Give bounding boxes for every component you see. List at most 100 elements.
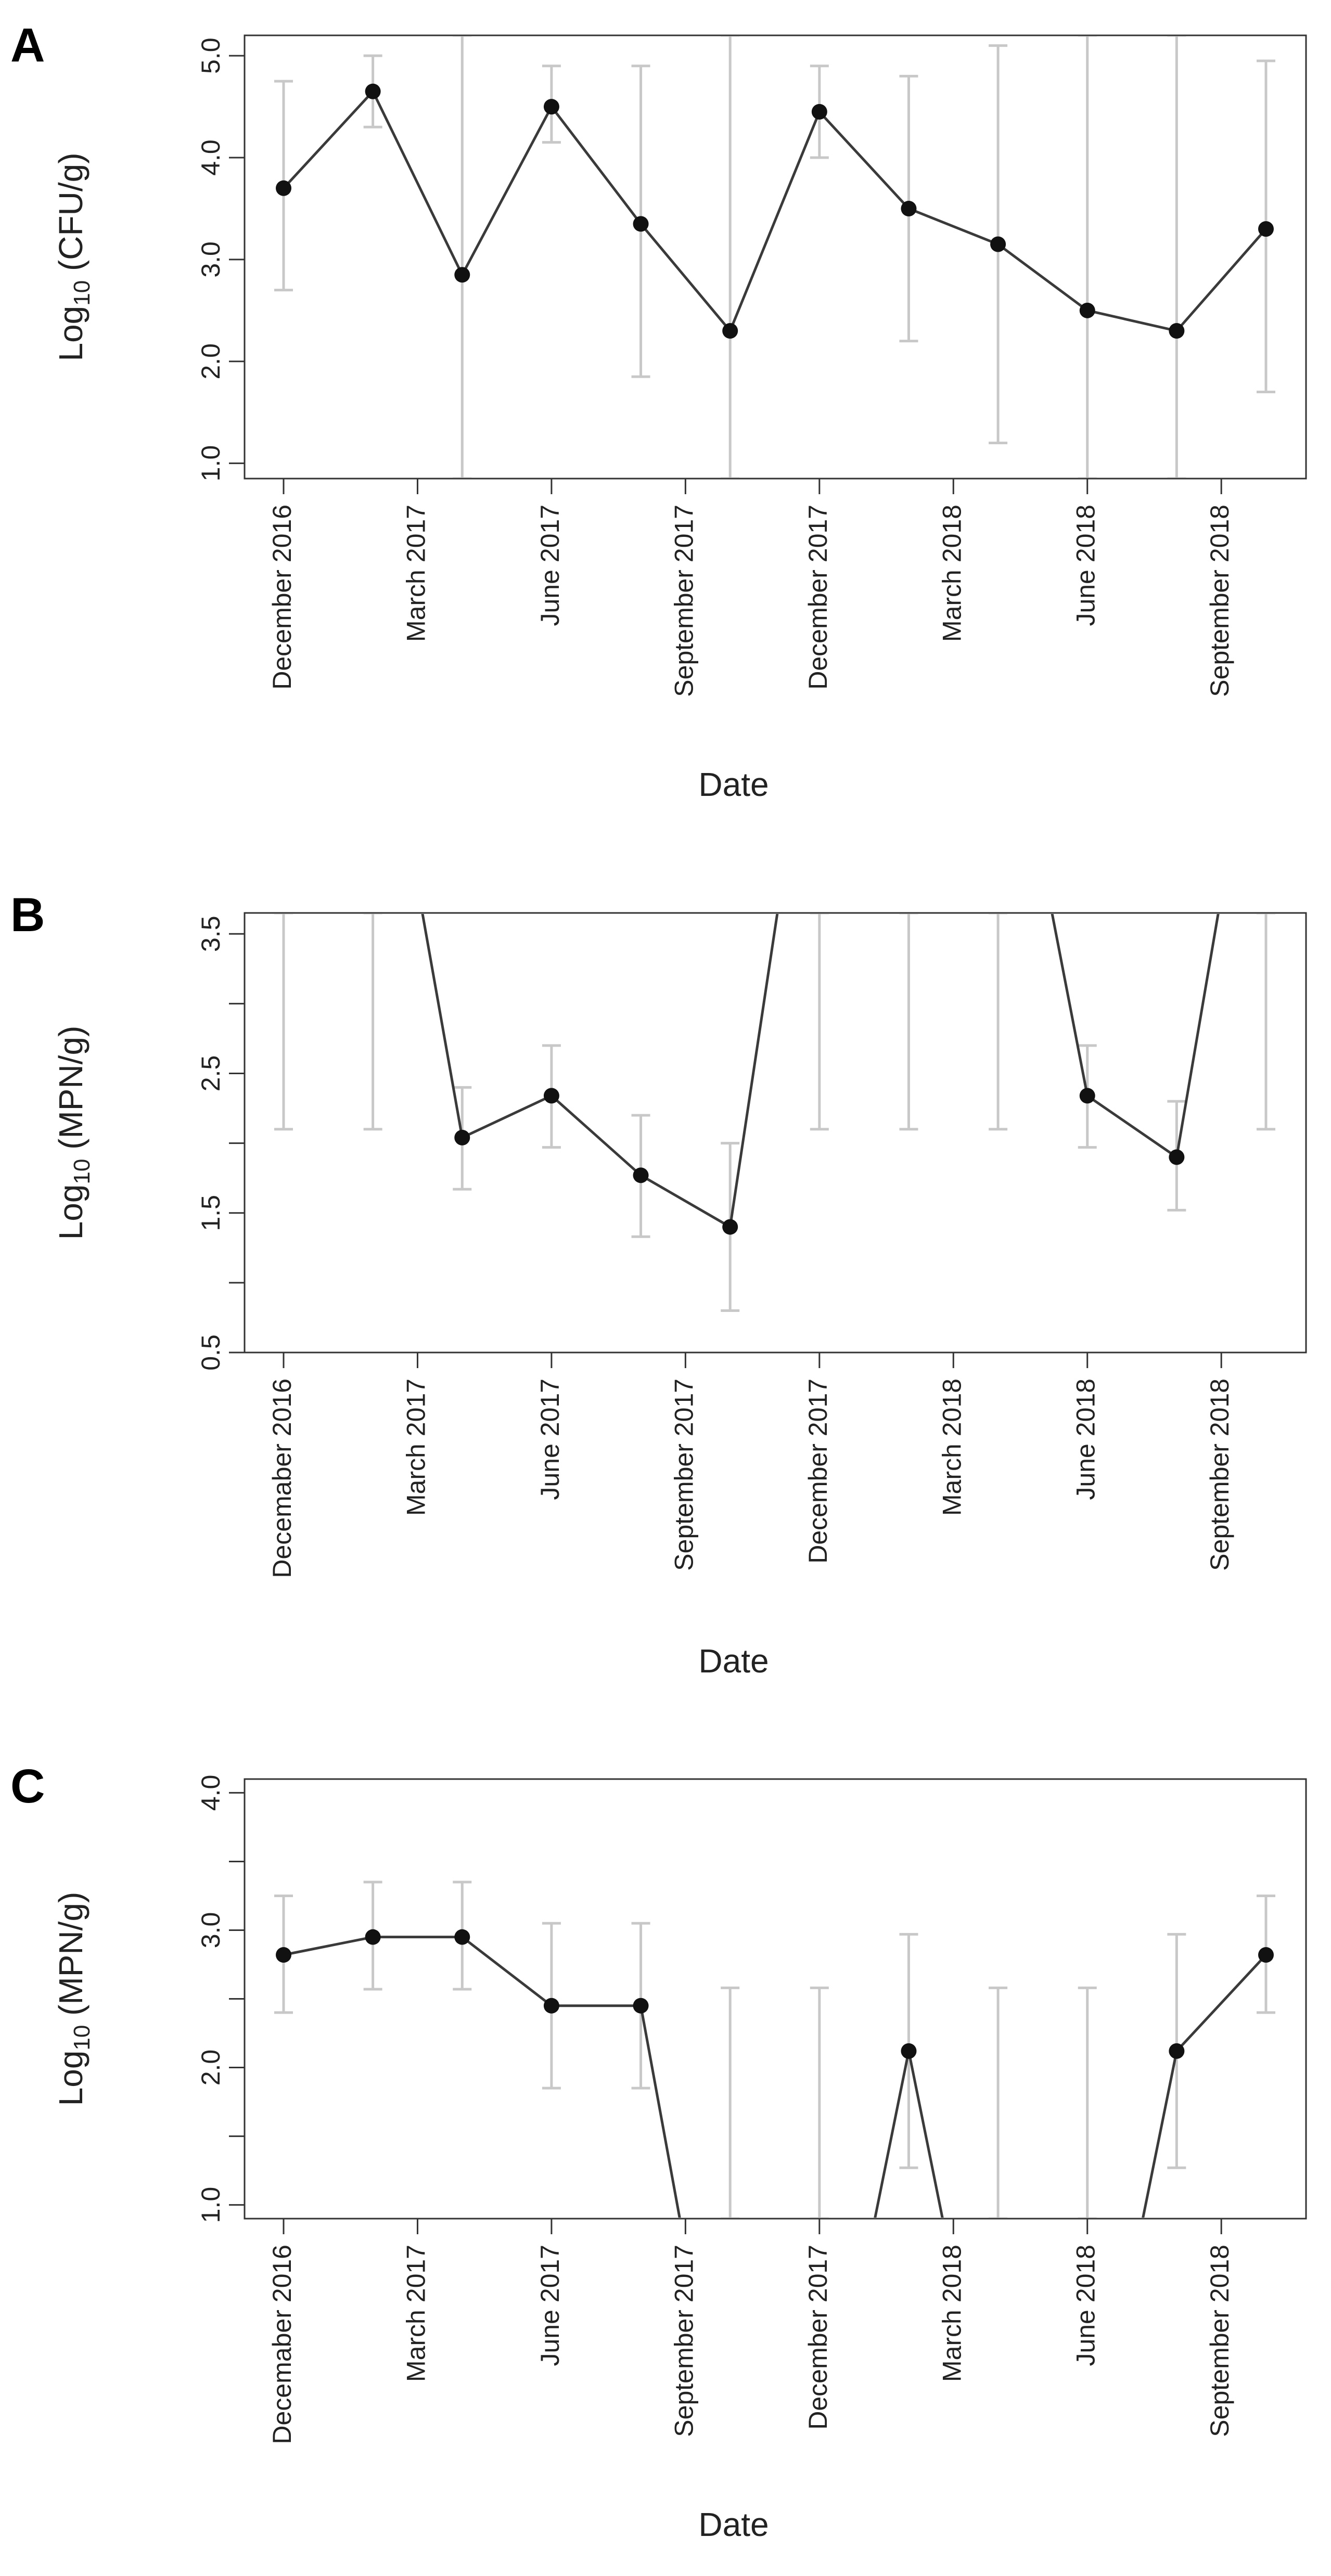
y-tick-label: 3.5 [196, 916, 225, 952]
y-axis-title: Log10 (MPN/g) [52, 1892, 95, 2106]
y-tick-label: 4.0 [196, 139, 225, 176]
series-line-segment [639, 2005, 681, 2218]
x-tick-label: March 2018 [937, 2245, 966, 2382]
y-tick-label: 1.5 [196, 1195, 225, 1231]
x-tick-label: March 2017 [401, 505, 430, 642]
x-axis-title: Date [698, 2506, 769, 2543]
panel-c: C 1.0 2.0 3.0 4.0 Decemaber 2016 March 2017 Jun… [10, 1760, 1307, 2543]
series-line-segment [1175, 1954, 1267, 2052]
series-line-segment [550, 106, 642, 225]
x-tick-label: September 2017 [669, 1379, 698, 1571]
data-point [365, 83, 381, 99]
data-point [1169, 323, 1185, 339]
plot-area [274, 36, 1275, 478]
data-point [722, 1219, 738, 1235]
data-point [990, 236, 1006, 252]
x-tick-label: Decemaber 2016 [267, 2245, 297, 2444]
y-axis-title: Log10 (MPN/g) [52, 1026, 95, 1240]
y-tick-label: 1.0 [196, 2187, 225, 2223]
x-tick-label: March 2018 [937, 505, 966, 642]
panel-label: C [10, 1760, 45, 1813]
series-line-segment [421, 914, 464, 1138]
panel-label: A [10, 19, 45, 72]
panel-b: B 0.5 1.5 2.5 3.5 Decemaber 2016 March 2017 Jun… [10, 888, 1307, 1680]
plot-frame [244, 34, 1307, 480]
y-tick-label: 0.5 [196, 1334, 225, 1371]
series-line-segment [283, 1936, 374, 1956]
series-line-segment [907, 2051, 944, 2218]
series-line-segment [908, 207, 999, 246]
data-point [1079, 1088, 1095, 1104]
series-line-segment [818, 111, 910, 210]
series-line-segment [1087, 309, 1177, 332]
data-point [633, 1167, 649, 1183]
x-tick-label: June 2018 [1071, 2245, 1100, 2366]
data-point [365, 1929, 381, 1945]
plot-frame [244, 912, 1307, 1354]
data-point [1258, 221, 1274, 237]
y-tick-label: 2.0 [196, 2050, 225, 2086]
y-tick-label: 2.0 [196, 343, 225, 380]
x-tick-label: June 2017 [535, 505, 565, 626]
series-line-segment [728, 914, 779, 1227]
data-point [1258, 1947, 1274, 1963]
data-point [454, 1129, 470, 1145]
series-line-segment [997, 243, 1089, 312]
y-tick-label: 1.0 [196, 445, 225, 482]
x-tick-label: September 2017 [669, 505, 698, 697]
series-line-segment [461, 1936, 553, 2007]
x-tick-label: March 2017 [401, 2245, 430, 2382]
x-tick-label: March 2018 [937, 1379, 966, 1516]
data-point [276, 180, 291, 196]
data-point [454, 267, 470, 283]
series-line-segment [1175, 914, 1220, 1157]
y-axis-title: Log10 (CFU/g) [52, 152, 95, 361]
series-line-segment [462, 1094, 552, 1139]
series-line-segment [461, 106, 553, 276]
x-tick-label: June 2017 [535, 2245, 565, 2366]
x-tick-label: Decemaber 2016 [267, 1379, 297, 1578]
x-tick-label: September 2018 [1205, 1379, 1234, 1571]
series-line-segment [1175, 228, 1267, 332]
data-point [1079, 302, 1095, 318]
panel-label: B [10, 888, 45, 942]
data-point [543, 99, 559, 115]
series-line-segment [640, 1174, 731, 1228]
series-line-segment [283, 91, 374, 189]
plot-area [274, 914, 1275, 1312]
x-tick-label: December 2017 [803, 2245, 833, 2430]
x-tick-label: December 2016 [267, 505, 297, 690]
series-line-segment [372, 91, 464, 276]
x-tick-label: September 2017 [669, 2245, 698, 2437]
x-axis-title: Date [698, 1642, 769, 1680]
y-tick-label: 3.0 [196, 241, 225, 278]
x-axis-title: Date [698, 766, 769, 803]
x-tick-label: December 2017 [803, 505, 833, 690]
y-tick-label: 3.0 [196, 1912, 225, 1949]
data-point [901, 200, 917, 216]
x-tick-label: December 2017 [803, 1379, 833, 1564]
data-point [276, 1947, 291, 1963]
data-point [1169, 1149, 1185, 1165]
data-point [543, 1088, 559, 1104]
series-line-segment [551, 1094, 642, 1177]
x-tick-label: March 2017 [401, 1379, 430, 1516]
y-tick-label: 5.0 [196, 37, 225, 74]
series-line-segment [1051, 914, 1089, 1096]
data-point [454, 1929, 470, 1945]
x-tick-label: September 2018 [1205, 505, 1234, 697]
series-line-segment [1142, 2051, 1178, 2218]
data-point [633, 216, 649, 232]
panel-a: A 1.0 2.0 3.0 4.0 5.0 December 2016 March 2017 J… [10, 19, 1307, 803]
y-tick-label: 4.0 [196, 1775, 225, 1811]
data-point [633, 1998, 649, 2014]
data-point [811, 104, 827, 120]
x-tick-label: September 2018 [1205, 2245, 1234, 2437]
data-point [722, 323, 738, 339]
x-tick-label: June 2018 [1071, 1379, 1100, 1500]
data-point [1169, 2043, 1185, 2059]
x-tick-label: June 2018 [1071, 505, 1100, 626]
series-line-segment [639, 223, 732, 332]
